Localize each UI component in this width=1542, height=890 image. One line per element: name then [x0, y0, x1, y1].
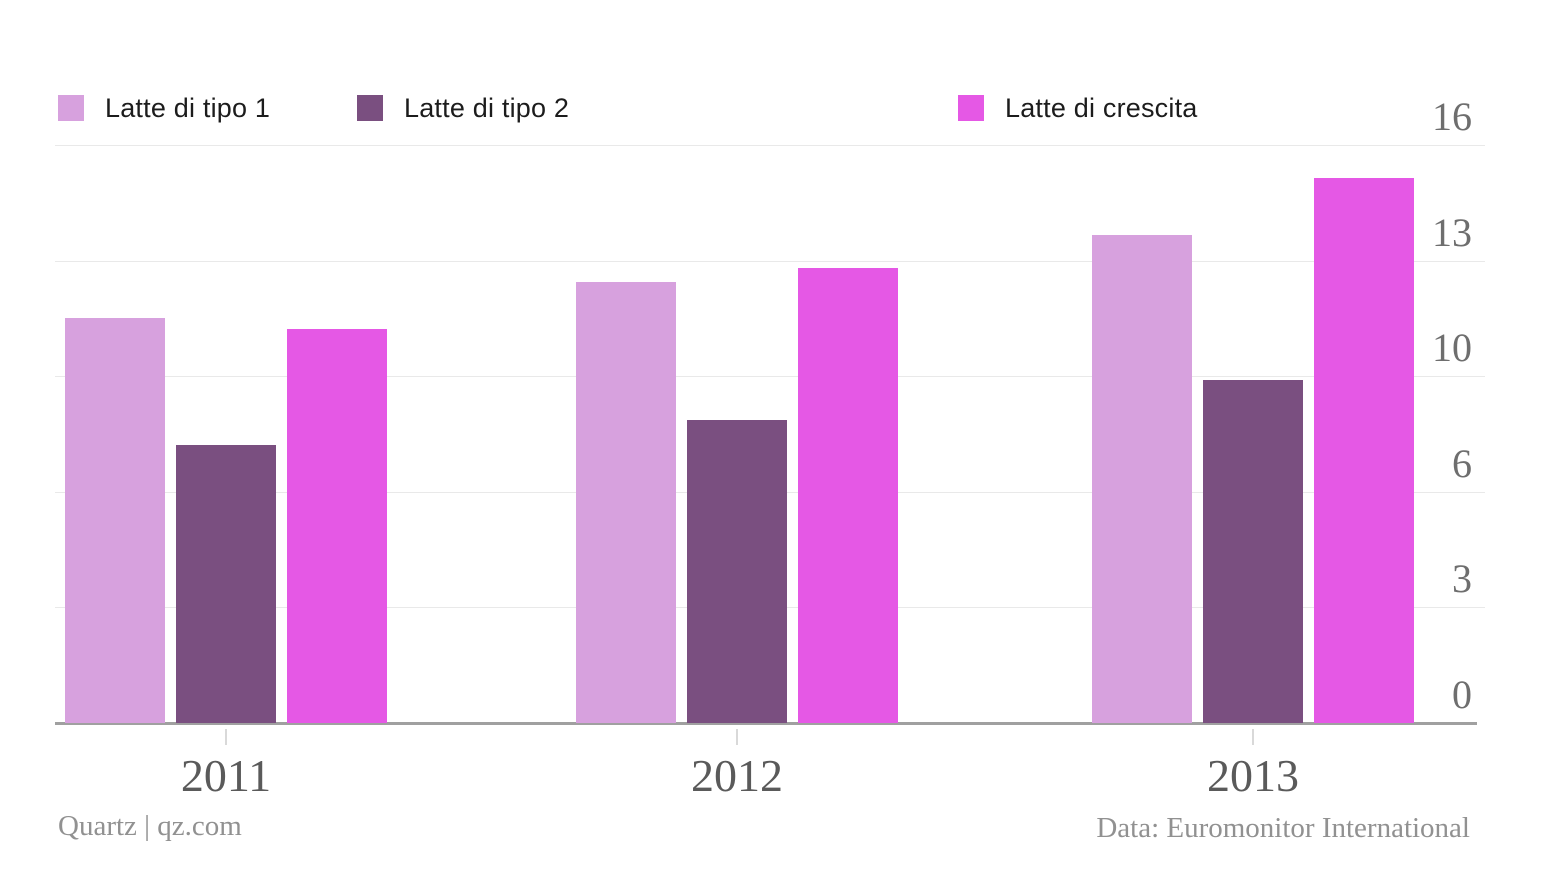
y-axis-tick-label: 13 [1432, 209, 1472, 255]
y-axis-tick-label: 16 [1432, 94, 1472, 139]
bar-2013-series-2 [1203, 379, 1303, 723]
y-axis-tick-label: 10 [1432, 325, 1472, 371]
gridline [55, 145, 1485, 146]
y-axis-tick-label: 6 [1452, 440, 1472, 486]
x-axis-tick-2012 [736, 729, 738, 745]
legend-item-tipo-2: Latte di tipo 2 [357, 92, 569, 124]
legend-label-tipo-2: Latte di tipo 2 [404, 92, 570, 123]
legend-label-tipo-1: Latte di tipo 1 [105, 92, 271, 123]
bar-2011-series-2 [176, 444, 276, 723]
x-axis-label-2011: 2011 [180, 750, 272, 801]
bar-2011-series-3 [287, 329, 387, 723]
legend-swatch-tipo-2 [357, 95, 383, 121]
bar-2013-series-1 [1092, 235, 1192, 723]
legend-item-tipo-1: Latte di tipo 1 [58, 92, 270, 124]
legend-swatch-crescita [958, 95, 984, 121]
bar-2012-series-3 [798, 267, 898, 723]
legend-swatch-tipo-1 [58, 95, 84, 121]
gridline [55, 260, 1485, 262]
legend-item-crescita: Latte di crescita [958, 92, 1198, 124]
y-axis-tick-label: 3 [1452, 556, 1472, 602]
legend-label-crescita: Latte di crescita [1005, 92, 1198, 123]
x-axis-label-2013: 2013 [1207, 750, 1299, 801]
y-axis-tick-label: 0 [1452, 672, 1472, 717]
source-attribution-data: Data: Euromonitor International [1096, 812, 1470, 844]
bar-2012-series-2 [687, 419, 787, 723]
bar-2011-series-1 [65, 318, 165, 723]
x-axis-label-2012: 2012 [691, 750, 783, 801]
bar-2013-series-3 [1314, 177, 1414, 723]
x-axis-baseline [55, 722, 1477, 725]
source-attribution-quartz: Quartz | qz.com [58, 810, 242, 842]
bar-2012-series-1 [576, 282, 676, 723]
gridline [55, 376, 1485, 378]
x-axis-tick-2011 [225, 729, 227, 745]
x-axis-tick-2013 [1252, 729, 1254, 745]
